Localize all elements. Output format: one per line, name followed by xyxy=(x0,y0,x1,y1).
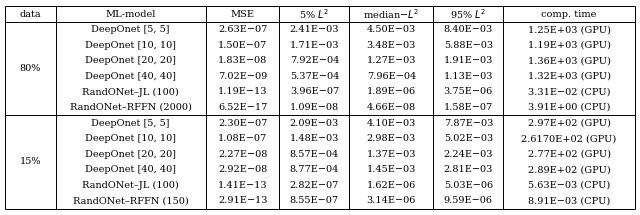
Text: 2.24E−03: 2.24E−03 xyxy=(444,150,493,159)
Text: 4.10E−03: 4.10E−03 xyxy=(367,118,416,127)
Text: 1.19E−13: 1.19E−13 xyxy=(218,88,268,97)
Text: 7.96E−04: 7.96E−04 xyxy=(367,72,416,81)
Text: 5.63E−03 (CPU): 5.63E−03 (CPU) xyxy=(528,181,610,190)
Text: 1.09E−08: 1.09E−08 xyxy=(290,103,339,112)
Text: 1.71E−03: 1.71E−03 xyxy=(290,41,339,50)
Text: 7.87E−03: 7.87E−03 xyxy=(444,118,493,127)
Text: 80%: 80% xyxy=(20,64,41,73)
Text: 7.92E−04: 7.92E−04 xyxy=(290,56,339,65)
Text: 3.48E−03: 3.48E−03 xyxy=(367,41,416,50)
Text: 1.32E+03 (GPU): 1.32E+03 (GPU) xyxy=(527,72,611,81)
Text: 3.96E−07: 3.96E−07 xyxy=(290,88,339,97)
Text: 2.27E−08: 2.27E−08 xyxy=(218,150,268,159)
Text: 3.91E+00 (CPU): 3.91E+00 (CPU) xyxy=(528,103,611,112)
Text: 1.27E−03: 1.27E−03 xyxy=(367,56,416,65)
Text: 8.40E−03: 8.40E−03 xyxy=(444,25,493,34)
Text: 1.19E+03 (GPU): 1.19E+03 (GPU) xyxy=(527,41,611,50)
Text: 1.41E−13: 1.41E−13 xyxy=(218,181,268,190)
Text: 1.91E−03: 1.91E−03 xyxy=(444,56,493,65)
Text: DeepOnet [10, 10]: DeepOnet [10, 10] xyxy=(85,134,176,143)
Text: DeepOnet [40, 40]: DeepOnet [40, 40] xyxy=(85,72,176,81)
Text: DeepOnet [5, 5]: DeepOnet [5, 5] xyxy=(92,118,170,127)
Text: 2.63E−07: 2.63E−07 xyxy=(218,25,268,34)
Text: 9.59E−06: 9.59E−06 xyxy=(444,196,493,205)
Text: MSE: MSE xyxy=(230,10,255,19)
Text: 2.89E+02 (GPU): 2.89E+02 (GPU) xyxy=(528,165,611,174)
Text: 1.36E+03 (GPU): 1.36E+03 (GPU) xyxy=(527,56,611,65)
Text: 1.37E−03: 1.37E−03 xyxy=(367,150,416,159)
Text: DeepOnet [20, 20]: DeepOnet [20, 20] xyxy=(85,56,176,65)
Text: 1.48E−03: 1.48E−03 xyxy=(290,134,339,143)
Text: 6.52E−17: 6.52E−17 xyxy=(218,103,268,112)
Text: 2.97E+02 (GPU): 2.97E+02 (GPU) xyxy=(527,118,611,127)
Text: 4.50E−03: 4.50E−03 xyxy=(367,25,416,34)
Text: 8.55E−07: 8.55E−07 xyxy=(290,196,339,205)
Text: comp. time: comp. time xyxy=(541,10,596,19)
Text: median$-L^2$: median$-L^2$ xyxy=(363,7,420,21)
Text: 2.91E−13: 2.91E−13 xyxy=(218,196,268,205)
Text: RandONet–JL (100): RandONet–JL (100) xyxy=(83,87,179,97)
Text: DeepOnet [20, 20]: DeepOnet [20, 20] xyxy=(85,150,176,159)
Text: 2.41E−03: 2.41E−03 xyxy=(290,25,339,34)
Text: 3.14E−06: 3.14E−06 xyxy=(367,196,416,205)
Text: 2.09E−03: 2.09E−03 xyxy=(290,118,339,127)
Text: 1.89E−06: 1.89E−06 xyxy=(367,88,416,97)
Text: 95% $L^2$: 95% $L^2$ xyxy=(450,7,486,21)
Text: 3.31E−02 (CPU): 3.31E−02 (CPU) xyxy=(528,88,611,97)
Text: 5.88E−03: 5.88E−03 xyxy=(444,41,493,50)
Text: 3.75E−06: 3.75E−06 xyxy=(444,88,493,97)
Text: 1.58E−07: 1.58E−07 xyxy=(444,103,493,112)
Text: 1.62E−06: 1.62E−06 xyxy=(367,181,416,190)
Text: 2.77E+02 (GPU): 2.77E+02 (GPU) xyxy=(527,150,611,159)
Text: DeepOnet [10, 10]: DeepOnet [10, 10] xyxy=(85,41,176,50)
Text: RandONet–JL (100): RandONet–JL (100) xyxy=(83,181,179,190)
Text: 5.37E−04: 5.37E−04 xyxy=(290,72,339,81)
Text: 1.50E−07: 1.50E−07 xyxy=(218,41,268,50)
Text: DeepOnet [5, 5]: DeepOnet [5, 5] xyxy=(92,25,170,34)
Text: 7.02E−09: 7.02E−09 xyxy=(218,72,268,81)
Text: 8.57E−04: 8.57E−04 xyxy=(290,150,339,159)
Text: RandONet–RFFN (150): RandONet–RFFN (150) xyxy=(73,196,189,205)
Text: 8.91E−03 (CPU): 8.91E−03 (CPU) xyxy=(528,196,610,205)
Text: 1.83E−08: 1.83E−08 xyxy=(218,56,268,65)
Text: DeepOnet [40, 40]: DeepOnet [40, 40] xyxy=(85,165,176,174)
Text: 2.82E−07: 2.82E−07 xyxy=(290,181,339,190)
Text: 2.6170E+02 (GPU): 2.6170E+02 (GPU) xyxy=(522,134,617,143)
Text: 1.45E−03: 1.45E−03 xyxy=(367,165,416,174)
Text: data: data xyxy=(19,10,41,19)
Text: 5.02E−03: 5.02E−03 xyxy=(444,134,493,143)
Text: RandONet–RFFN (2000): RandONet–RFFN (2000) xyxy=(70,103,191,112)
Text: 4.66E−08: 4.66E−08 xyxy=(367,103,416,112)
Text: 2.81E−03: 2.81E−03 xyxy=(444,165,493,174)
Text: 1.13E−03: 1.13E−03 xyxy=(444,72,493,81)
Text: 5% $L^2$: 5% $L^2$ xyxy=(300,7,330,21)
Text: 2.98E−03: 2.98E−03 xyxy=(367,134,416,143)
Text: 2.30E−07: 2.30E−07 xyxy=(218,118,268,127)
Text: 2.92E−08: 2.92E−08 xyxy=(218,165,268,174)
Text: 1.08E−07: 1.08E−07 xyxy=(218,134,268,143)
Text: 8.77E−04: 8.77E−04 xyxy=(290,165,339,174)
Text: ML-model: ML-model xyxy=(106,10,156,19)
Text: 5.03E−06: 5.03E−06 xyxy=(444,181,493,190)
Text: 15%: 15% xyxy=(20,157,41,166)
Text: 1.25E+03 (GPU): 1.25E+03 (GPU) xyxy=(527,25,611,34)
